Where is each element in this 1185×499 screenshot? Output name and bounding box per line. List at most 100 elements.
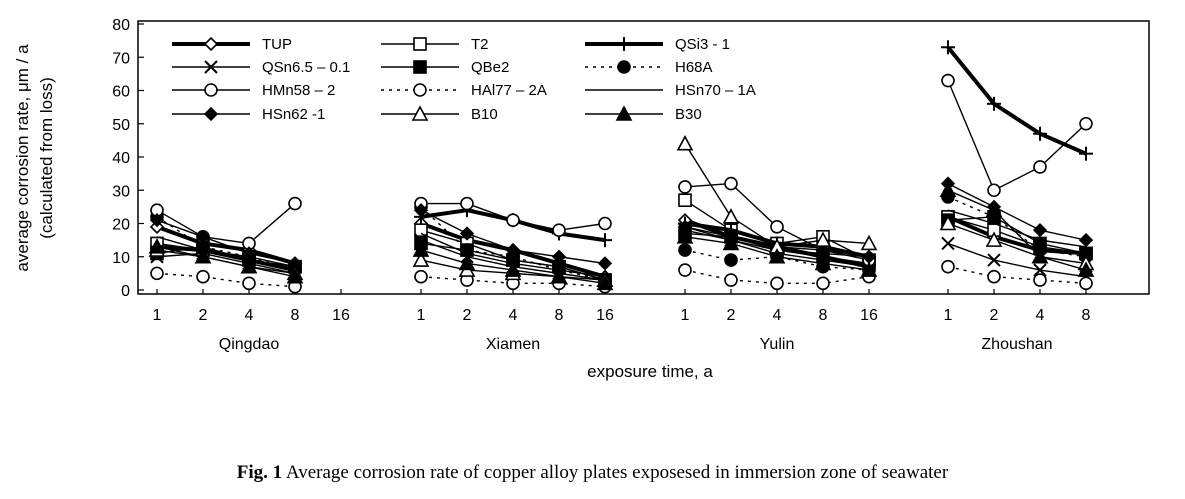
x-tick-label: 2 (463, 307, 472, 324)
legend-swatch-marker (203, 36, 219, 52)
x-tick-label: 4 (245, 307, 254, 324)
legend-entry: QBe2 (381, 59, 509, 76)
data-point (412, 251, 430, 267)
legend-entry: HSn70 – 1A (585, 82, 756, 99)
legend-label: T2 (471, 36, 489, 53)
x-tick-label: 2 (199, 307, 208, 324)
data-point (597, 256, 613, 271)
series-line (947, 189, 1087, 271)
legend-entry: H68A (585, 59, 713, 76)
data-point (722, 208, 740, 224)
data-point (722, 234, 740, 251)
series-line (947, 266, 1087, 285)
series-hmn58-2 (150, 73, 1093, 267)
series-b30 (148, 181, 1095, 291)
x-tick-label: 8 (291, 307, 300, 324)
x-axis: 1 2 4 8 16 Qingdao 1 2 4 8 16 Xiamen 1 2 4 8 16 Yulin 1 2 4 8… (153, 289, 1091, 353)
legend-entry: B10 (381, 105, 498, 123)
series-line (156, 252, 296, 275)
data-point (1031, 248, 1049, 264)
data-point (1032, 223, 1048, 238)
x-group-label: Zhoushan (981, 336, 1052, 353)
series-line (946, 46, 1087, 156)
data-point (941, 236, 955, 251)
data-point (1078, 232, 1094, 248)
data-point (985, 231, 1003, 247)
x-tick-label: 2 (990, 307, 999, 324)
data-point (242, 276, 256, 291)
x-tick-label: 2 (727, 307, 736, 324)
y-axis: 0 10 20 30 40 50 60 70 80 (112, 17, 144, 300)
figure-caption-text: Average corrosion rate of copper alloy p… (285, 462, 949, 483)
data-point (459, 226, 475, 241)
y-tick-label: 30 (112, 183, 130, 200)
x-tick-label: 8 (1082, 307, 1091, 324)
data-point (506, 213, 520, 227)
legend-label: B10 (471, 106, 498, 123)
data-point (1077, 261, 1095, 277)
series-line (156, 246, 296, 278)
data-point (678, 193, 692, 208)
data-point (1033, 126, 1047, 141)
legend-swatch-marker (204, 83, 218, 97)
legend-entry: HSn62 -1 (172, 106, 325, 123)
legend-label: QSn6.5 – 0.1 (262, 59, 350, 76)
data-point (724, 176, 738, 191)
data-point (724, 253, 738, 267)
series-line (156, 224, 296, 266)
legend-swatch-marker (413, 60, 427, 74)
data-point (987, 183, 1001, 198)
y-tick-label: 80 (112, 17, 130, 34)
series-line (947, 196, 1087, 258)
legend-swatch-marker (617, 37, 631, 51)
data-point (458, 254, 476, 271)
series-line (156, 219, 296, 265)
data-point (987, 269, 1001, 284)
data-point (195, 229, 211, 244)
series-line (684, 269, 870, 285)
legend-entry: B30 (585, 105, 702, 123)
series-line (156, 203, 296, 245)
legend-label: TUP (262, 36, 292, 53)
series-line (947, 209, 1087, 248)
data-point (149, 213, 165, 228)
x-tick-label: 16 (860, 307, 878, 324)
legend-swatch-marker (203, 106, 219, 122)
legend-entry: HMn58 – 2 (172, 82, 335, 99)
series-line (947, 216, 1087, 255)
series-line (156, 272, 296, 288)
data-point (552, 223, 566, 237)
legend-label: QBe2 (471, 59, 509, 76)
legend-label: H68A (675, 59, 713, 76)
data-point (1033, 263, 1047, 277)
series-hsn62-1 (149, 176, 1094, 271)
x-tick-label: 1 (944, 307, 953, 324)
data-point (1079, 276, 1093, 291)
data-point (550, 268, 568, 284)
series-line (156, 236, 296, 271)
legend: TUP T2 QSi3 - 1 QSn6.5 – 0.1 QBe2 H68A HMn58 –… (172, 36, 756, 123)
y-tick-label: 40 (112, 150, 130, 167)
data-point (678, 243, 692, 257)
data-point (724, 273, 738, 287)
series-line (947, 242, 1087, 278)
x-tick-label: 8 (819, 307, 828, 324)
legend-swatch-marker (411, 105, 429, 121)
data-point (240, 258, 258, 274)
data-point (150, 266, 164, 281)
data-point (148, 238, 166, 254)
data-point (814, 231, 832, 247)
legend-label: B30 (675, 106, 702, 123)
y-tick-label: 50 (112, 117, 130, 134)
legend-label: HMn58 – 2 (262, 82, 335, 99)
series-line (420, 206, 606, 281)
data-point (505, 242, 521, 258)
data-point (414, 269, 428, 284)
legend-swatch-marker (617, 60, 631, 74)
data-point (412, 241, 430, 257)
legend-entry: QSn6.5 – 0.1 (172, 59, 350, 76)
x-axis-title: exposure time, a (587, 362, 713, 381)
series-line (947, 182, 1087, 241)
legend-swatch-marker (413, 83, 427, 97)
y-axis-title-line2: (calculated from loss) (37, 77, 56, 239)
